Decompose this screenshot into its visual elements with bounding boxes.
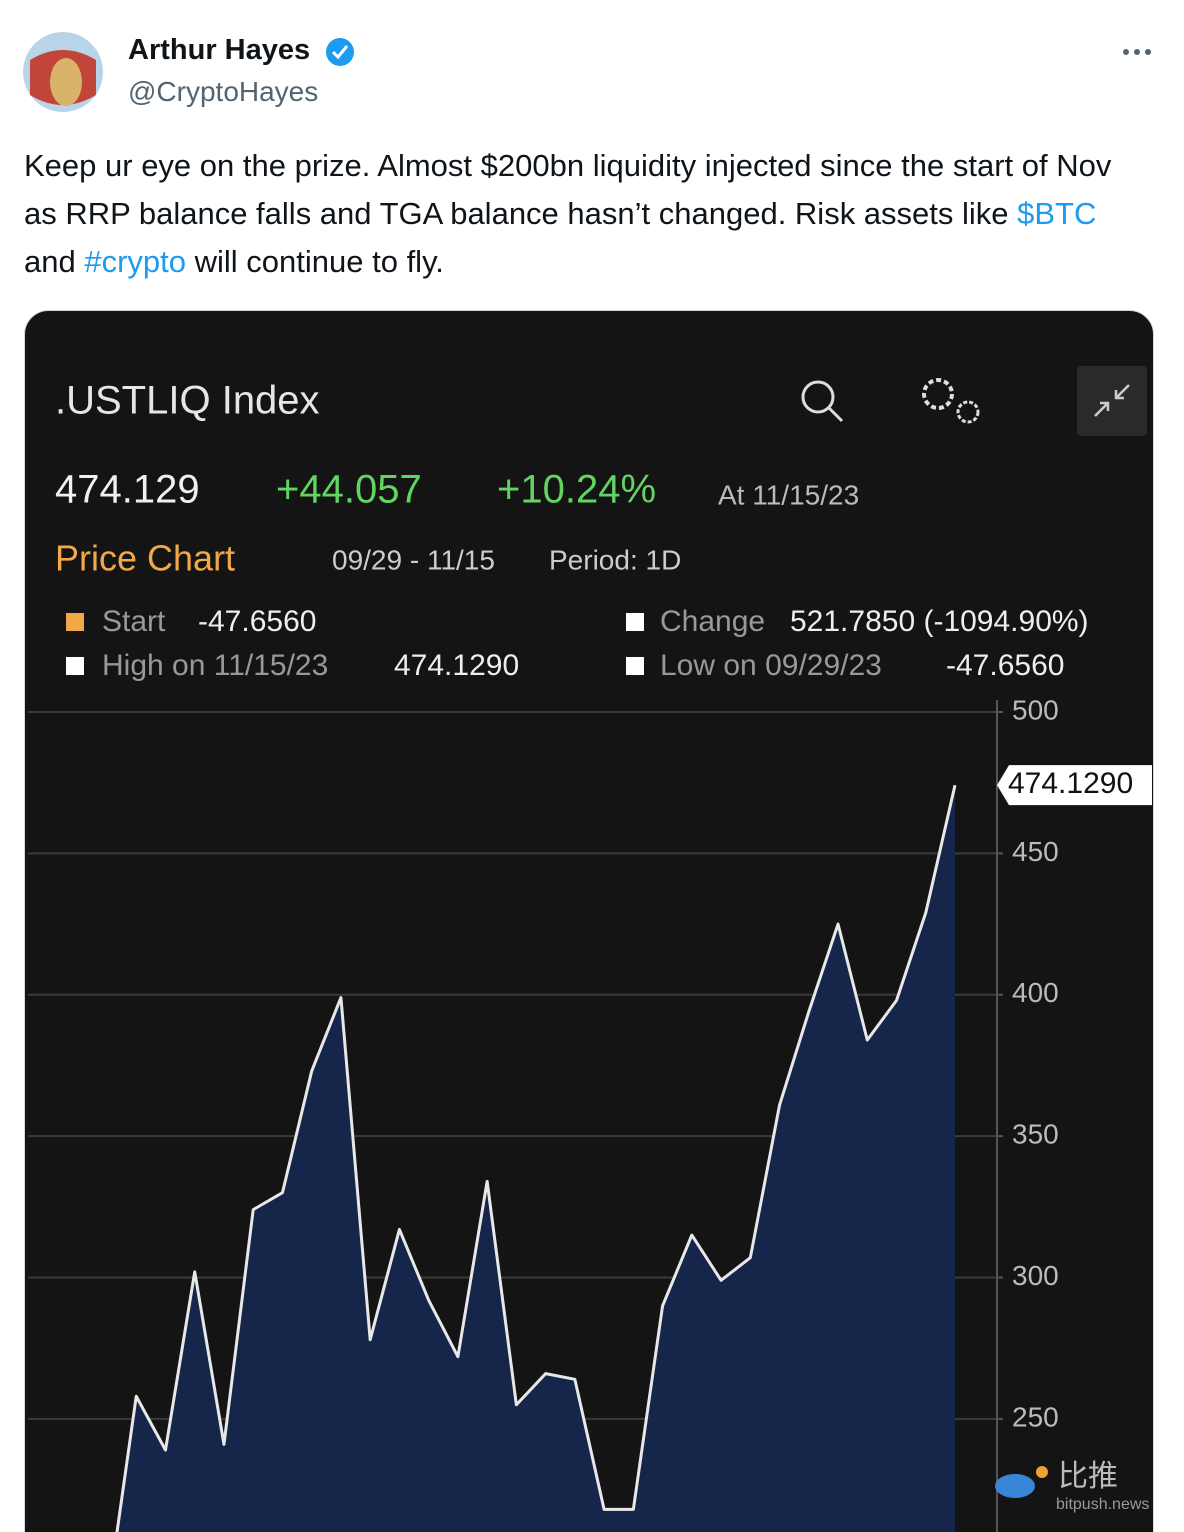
y-tick-label: 500 (1012, 694, 1059, 725)
last-value-callout (997, 765, 1152, 806)
gear-icon (956, 400, 980, 424)
y-tick-label: 450 (1012, 836, 1059, 867)
stat-value: -47.6560 (946, 649, 1064, 682)
legend-swatch (626, 613, 644, 631)
gear-icon (922, 378, 954, 410)
last-value-label: 474.1290 (1008, 767, 1133, 800)
search-icon (827, 406, 844, 423)
y-tick-label: 250 (1012, 1401, 1059, 1432)
collapse-button[interactable] (1077, 366, 1147, 436)
author-handle[interactable]: @CryptoHayes (128, 76, 319, 107)
author-name[interactable]: Arthur Hayes (128, 34, 311, 66)
y-tick-label: 400 (1012, 977, 1059, 1008)
plot (28, 711, 997, 1532)
hashtag[interactable]: #crypto (84, 244, 187, 279)
period: Period: 1D (549, 544, 681, 575)
text: will continue to fly. (186, 244, 444, 279)
stat-label: Start (102, 605, 166, 638)
stat-value: -47.6560 (198, 605, 316, 638)
collapse-icon (1094, 384, 1130, 417)
section-title: Price Chart (55, 538, 235, 579)
y-tick-label: 350 (1012, 1119, 1059, 1150)
stat-label: High on 11/15/23 (102, 649, 328, 682)
card-title: .USTLIQ Index (55, 379, 320, 423)
legend-swatch (626, 657, 644, 675)
cashtag[interactable]: $BTC (1017, 196, 1097, 231)
watermark-name: 比推 (1058, 1460, 1118, 1493)
stat-label: Change (660, 605, 765, 638)
y-tick-label: 300 (1012, 1260, 1059, 1291)
watermark-logo (995, 1474, 1035, 1498)
watermark-site: bitpush.news (1056, 1496, 1149, 1513)
date-range: 09/29 - 11/15 (332, 544, 495, 575)
area (107, 785, 955, 1532)
line (115, 784, 957, 1532)
verified-check (331, 45, 349, 60)
stat-value: 521.7850 (-1094.90%) (790, 605, 1089, 638)
as-of: At 11/15/23 (718, 479, 859, 510)
watermark-logo (1036, 1466, 1048, 1478)
text: and (24, 244, 85, 279)
stat-value: 474.1290 (394, 649, 519, 682)
search-icon (801, 380, 835, 414)
legend-swatch (66, 613, 84, 631)
net-change: +44.057 (276, 468, 422, 512)
axis: 250 300 350 400 450 500 474.1290 (997, 694, 1152, 1432)
tweet-text: Keep ur eye on the prize. Almost $200bn … (24, 142, 1144, 286)
legend-swatch (66, 657, 84, 675)
avatar-art (50, 58, 82, 106)
last-price: 474.129 (55, 468, 200, 512)
stat-label: Low on 09/29/23 (660, 649, 882, 682)
more-menu[interactable] (1123, 49, 1151, 55)
verified-badge (326, 38, 354, 66)
pct-change: +10.24% (497, 468, 656, 512)
text: Keep ur eye on the prize. Almost $200bn … (24, 148, 1112, 231)
